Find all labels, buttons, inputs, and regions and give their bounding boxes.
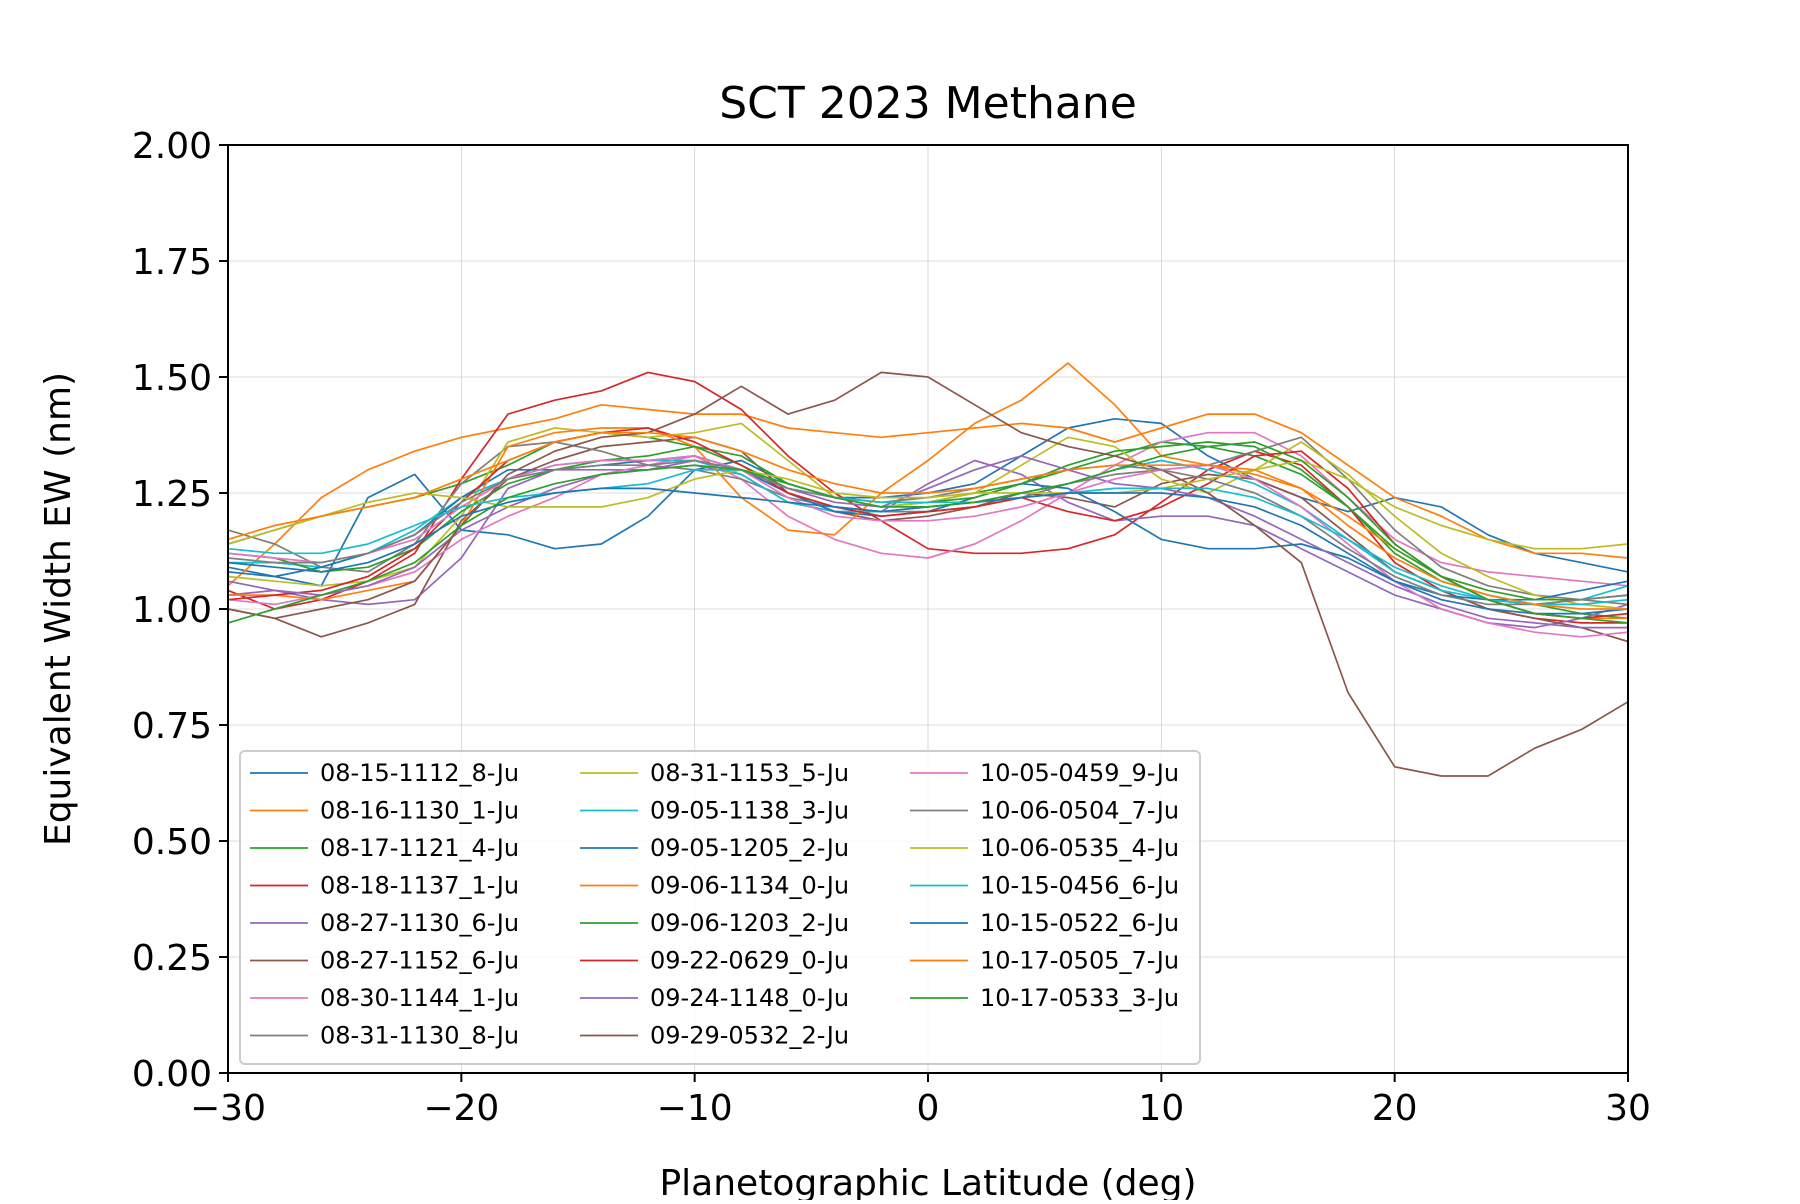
y-tick-label: 0.75 [132, 706, 212, 747]
series-line [227, 431, 1629, 606]
series-line [227, 468, 1629, 606]
x-tick-label: −10 [657, 1088, 733, 1129]
legend-entry: 08-31-1130_8-Ju [320, 1022, 519, 1050]
x-tick-label: −30 [190, 1088, 266, 1129]
legend-entry: 08-18-1137_1-Ju [320, 872, 519, 900]
legend-entry: 09-22-0629_0-Ju [650, 947, 849, 975]
legend-entry: 09-05-1138_3-Ju [650, 797, 849, 825]
y-axis-label: Equivalent Width EW (nm) [38, 372, 79, 846]
legend-entry: 08-27-1130_6-Ju [320, 909, 519, 937]
x-axis-label: Planetographic Latitude (deg) [659, 1163, 1196, 1200]
legend-entry: 09-06-1203_2-Ju [650, 909, 849, 937]
series-line [227, 431, 1628, 610]
series-line [227, 441, 1629, 624]
axis-ticks: −30 −20 −10 0 10 20 30 0.00 0.25 0.50 0.75 1.00 1.25… [132, 126, 1651, 1129]
legend-entry: 08-27-1152_6-Ju [320, 947, 519, 975]
y-tick-label: 1.25 [132, 474, 212, 515]
series-line [227, 459, 1629, 550]
y-tick-label: 1.75 [132, 242, 212, 283]
legend: 08-15-1112_8-Ju 08-16-1130_1-Ju 08-17-1121… [239, 750, 1201, 1065]
series-line [227, 459, 1629, 629]
series-lines [227, 362, 1629, 777]
legend-entry: 08-16-1130_1-Ju [320, 797, 519, 825]
legend-entry: 09-06-1134_0-Ju [650, 872, 849, 900]
y-tick-label: 0.25 [132, 938, 212, 979]
legend-entry: 10-17-0505_7-Ju [980, 947, 1179, 975]
chart-title: SCT 2023 Methane [719, 78, 1137, 129]
y-tick-label: 1.00 [132, 590, 212, 631]
y-tick-label: 2.00 [132, 126, 212, 167]
y-tick-label: 0.00 [132, 1054, 212, 1095]
legend-entry: 10-06-0504_7-Ju [980, 797, 1179, 825]
y-tick-label: 0.50 [132, 822, 212, 863]
legend-box [239, 750, 1201, 1065]
series-line [227, 403, 1629, 587]
legend-entry: 08-17-1121_4-Ju [320, 834, 519, 862]
legend-entry: 10-05-0459_9-Ju [980, 759, 1179, 787]
legend-entry: 10-15-0456_6-Ju [980, 872, 1179, 900]
series-line [227, 455, 1628, 629]
x-tick-label: 30 [1605, 1088, 1651, 1129]
x-tick-label: 0 [917, 1088, 940, 1129]
legend-entry: 10-17-0533_3-Ju [980, 984, 1179, 1012]
x-tick-label: −20 [423, 1088, 499, 1129]
x-tick-label: 10 [1138, 1088, 1184, 1129]
legend-entry: 09-24-1148_0-Ju [650, 984, 849, 1012]
y-tick-label: 1.50 [132, 358, 212, 399]
legend-entry: 09-29-0532_2-Ju [650, 1022, 849, 1050]
legend-entry: 08-31-1153_5-Ju [650, 759, 849, 787]
legend-entry: 10-15-0522_6-Ju [980, 909, 1179, 937]
legend-entry: 10-06-0535_4-Ju [980, 834, 1179, 862]
legend-entry: 08-30-1144_1-Ju [320, 984, 519, 1012]
legend-entry: 08-15-1112_8-Ju [320, 759, 519, 787]
legend-entry: 09-05-1205_2-Ju [650, 834, 849, 862]
x-tick-label: 20 [1372, 1088, 1418, 1129]
